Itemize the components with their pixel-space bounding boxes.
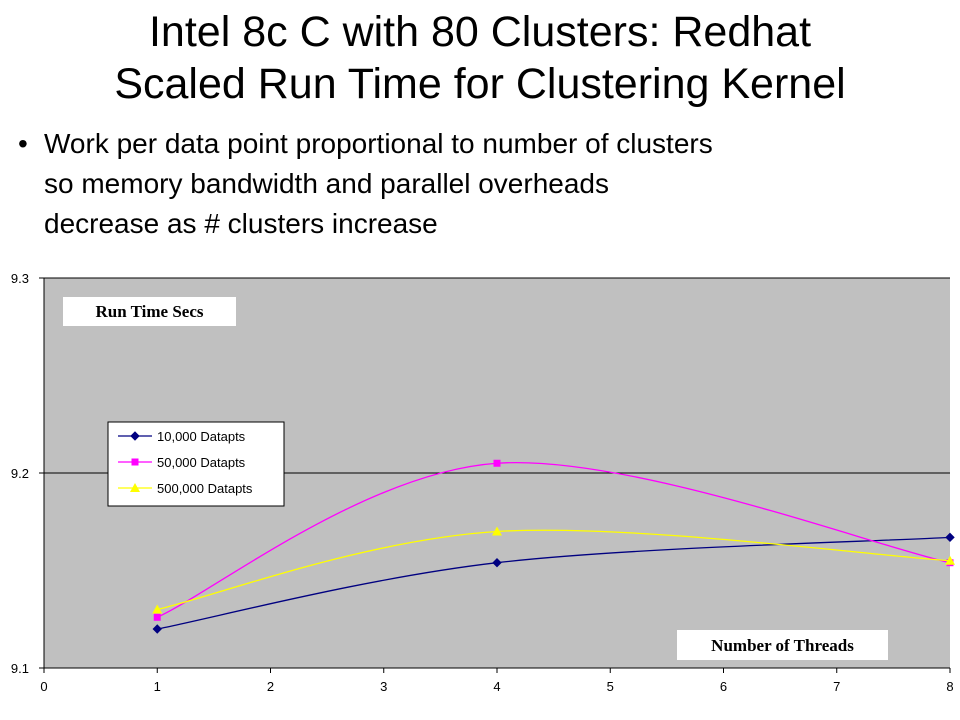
series-layer bbox=[152, 459, 955, 634]
x-tick-label: 1 bbox=[154, 679, 161, 694]
bullet-line-1: Work per data point proportional to numb… bbox=[44, 128, 713, 159]
x-tick-label: 0 bbox=[40, 679, 47, 694]
x-axis-title-background bbox=[677, 630, 888, 660]
legend-marker bbox=[131, 458, 139, 466]
legend-items: 10,000 Datapts 50,000 Datapts 500,000 Data… bbox=[118, 429, 253, 496]
x-tick-label: 2 bbox=[267, 679, 274, 694]
legend-item: 500,000 Datapts bbox=[118, 481, 253, 496]
y-tick-label: 9.3 bbox=[11, 271, 29, 286]
data-point bbox=[945, 555, 955, 565]
legend-label: 50,000 Datapts bbox=[157, 455, 246, 470]
legend-label: 500,000 Datapts bbox=[157, 481, 253, 496]
series-line bbox=[157, 536, 951, 630]
legend-marker bbox=[130, 431, 140, 441]
data-point bbox=[493, 459, 501, 467]
y-axis-title-box: Run Time Secs bbox=[63, 297, 236, 326]
slide-title: Intel 8c C with 80 Clusters: Redhat Scal… bbox=[0, 6, 960, 110]
data-point bbox=[153, 613, 161, 621]
data-point bbox=[492, 526, 502, 536]
bullet-line-3: decrease as # clusters increase bbox=[44, 208, 438, 239]
series-1 bbox=[152, 532, 955, 634]
data-point bbox=[152, 624, 162, 634]
x-axis-title-box: Number of Threads bbox=[677, 630, 888, 660]
x-tick-label: 4 bbox=[493, 679, 500, 694]
data-point bbox=[152, 604, 163, 614]
y-axis-title-background bbox=[63, 297, 236, 326]
axes: 9.1 9.2 9.3 0 1 2 3 4 5 6 7 8 bbox=[11, 271, 954, 694]
y-tick-label: 9.2 bbox=[11, 466, 29, 481]
bullet-icon: • bbox=[18, 128, 28, 159]
x-tick-label: 6 bbox=[720, 679, 727, 694]
bullet-text: Work per data point proportional to numb… bbox=[44, 124, 944, 244]
y-axis-title: Run Time Secs bbox=[95, 302, 203, 321]
legend: 10,000 Datapts 50,000 Datapts 500,000 Data… bbox=[107, 421, 285, 507]
data-point bbox=[492, 557, 502, 568]
x-tick-label: 8 bbox=[946, 679, 953, 694]
legend-label: 10,000 Datapts bbox=[157, 429, 246, 444]
legend-marker bbox=[130, 483, 140, 492]
legend-item: 50,000 Datapts bbox=[118, 455, 246, 470]
y-tick-label: 9.1 bbox=[11, 661, 29, 676]
x-tick-label: 3 bbox=[380, 679, 387, 694]
bullet-line-2: so memory bandwidth and parallel overhea… bbox=[44, 168, 609, 199]
data-point bbox=[945, 532, 955, 543]
legend-item: 10,000 Datapts bbox=[118, 429, 246, 444]
slide-title-line-2: Scaled Run Time for Clustering Kernel bbox=[114, 60, 846, 108]
series-3 bbox=[152, 526, 955, 614]
x-tick-label: 5 bbox=[607, 679, 614, 694]
slide-title-line-1: Intel 8c C with 80 Clusters: Redhat bbox=[148, 8, 812, 56]
x-axis-title: Number of Threads bbox=[711, 636, 854, 655]
x-tick-label: 7 bbox=[833, 679, 840, 694]
series-line bbox=[157, 529, 951, 611]
